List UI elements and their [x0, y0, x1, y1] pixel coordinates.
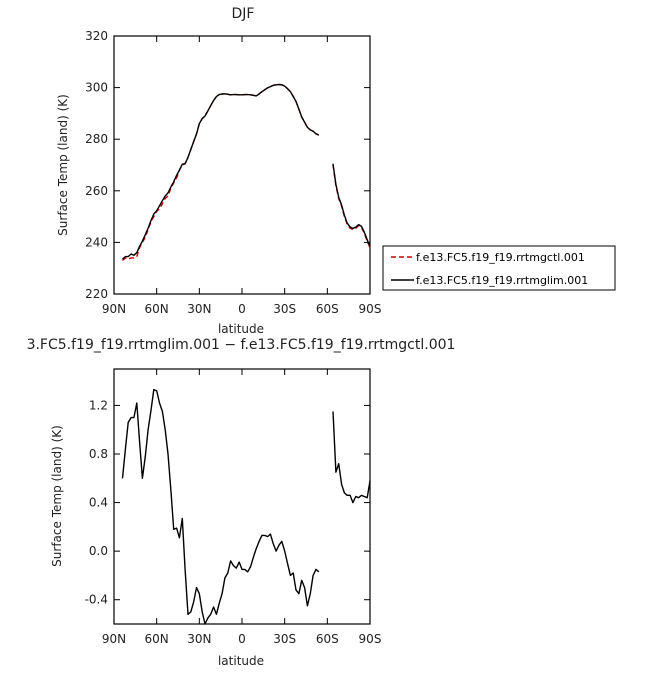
chart-title: DJF	[232, 6, 255, 22]
legend-box	[382, 245, 616, 291]
y-tick-label: 0.4	[89, 496, 108, 510]
y-tick-labels: 220 240 260 280 300 320	[85, 29, 108, 301]
panel-bottom-difference: 3.FC5.f19_f19.rrtmglim.001 − f.e13.FC5.f…	[27, 337, 456, 668]
y-tick-label: -0.4	[85, 593, 108, 607]
y-tick-label: 220	[85, 287, 108, 301]
x-tick-label: 90N	[102, 632, 126, 646]
x-tick-label: 30S	[273, 632, 296, 646]
y-tick-label: 300	[85, 81, 108, 95]
chart-title: 3.FC5.f19_f19.rrtmglim.001 − f.e13.FC5.f…	[27, 337, 456, 353]
y-tick-label: 0.8	[89, 447, 108, 461]
legend-label-lim: f.e13.FC5.f19_f19.rrtmglim.001	[416, 274, 588, 287]
x-tick-label: 30N	[187, 632, 211, 646]
plot-frame	[113, 35, 371, 295]
legend-label-ctl: f.e13.FC5.f19_f19.rrtmgctl.001	[416, 251, 585, 264]
x-tick-label: 0	[238, 632, 246, 646]
y-tick-label: 260	[85, 184, 108, 198]
x-tick-label: 30S	[273, 302, 296, 316]
series-line-top-0-seg-0	[122, 83, 320, 262]
tick-marks	[113, 369, 371, 624]
x-tick-label: 90S	[359, 632, 382, 646]
x-tick-label: 30N	[187, 302, 211, 316]
x-tick-label: 60S	[316, 302, 339, 316]
y-tick-labels: -0.4 0.0 0.4 0.8 1.2	[85, 398, 108, 606]
legend: f.e13.FC5.f19_f19.rrtmgctl.001 f.e13.FC5…	[382, 245, 616, 291]
x-tick-label: 60N	[145, 632, 169, 646]
x-tick-label: 90N	[102, 302, 126, 316]
x-tick-label: 0	[238, 302, 246, 316]
series-line-top-1-seg-0	[122, 83, 320, 260]
series-lines	[121, 388, 371, 625]
plot-frame	[113, 368, 371, 625]
x-tick-label: 90S	[359, 302, 382, 316]
x-tick-label: 60N	[145, 302, 169, 316]
x-axis-label: latitude	[218, 654, 264, 668]
tick-marks	[113, 35, 371, 295]
series-line-bottom-0-seg-1	[332, 411, 371, 504]
x-axis-label: latitude	[218, 322, 264, 336]
y-tick-label: 320	[85, 29, 108, 43]
series-line-top-1-seg-1	[332, 163, 371, 247]
series-line-bottom-0-seg-0	[121, 388, 320, 625]
series-line-top-0-seg-1	[332, 164, 371, 248]
x-tick-labels: 90N 60N 30N 0 30S 60S 90S	[102, 302, 382, 316]
y-axis-label: Surface Temp (land) (K)	[50, 425, 64, 567]
x-tick-label: 60S	[316, 632, 339, 646]
x-tick-labels: 90N 60N 30N 0 30S 60S 90S	[102, 632, 382, 646]
series-lines	[122, 83, 371, 262]
y-tick-label: 1.2	[89, 398, 108, 412]
y-tick-label: 0.0	[89, 544, 108, 558]
y-tick-label: 240	[85, 235, 108, 249]
y-tick-label: 280	[85, 132, 108, 146]
y-axis-label: Surface Temp (land) (K)	[56, 94, 70, 236]
